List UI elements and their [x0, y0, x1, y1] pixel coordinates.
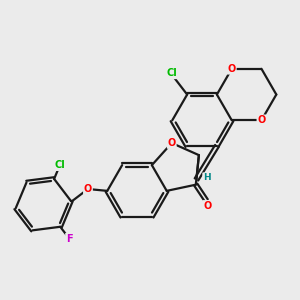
Text: O: O	[228, 64, 236, 74]
Text: Cl: Cl	[167, 68, 178, 78]
Text: O: O	[84, 184, 92, 194]
Text: H: H	[203, 173, 211, 182]
Text: O: O	[257, 115, 266, 125]
Text: O: O	[203, 201, 212, 211]
Text: O: O	[168, 138, 176, 148]
Text: Cl: Cl	[55, 160, 65, 170]
Text: F: F	[66, 234, 73, 244]
